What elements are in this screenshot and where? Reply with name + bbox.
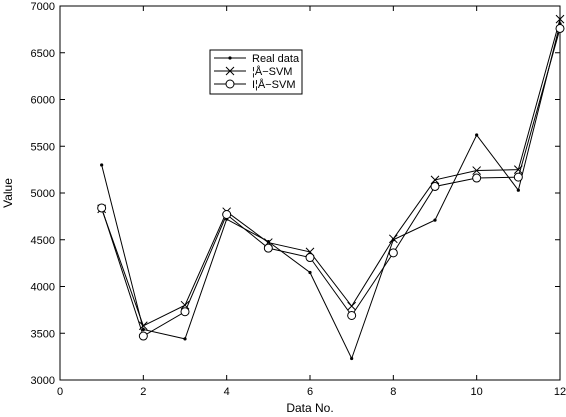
y-axis-title: Value [1, 178, 15, 208]
x-tick-label: 6 [307, 386, 313, 398]
data-point-ie-svm [263, 243, 273, 253]
data-point-ie-svm [180, 307, 190, 317]
data-point-real-data [141, 327, 145, 332]
x-tick-label: 2 [140, 386, 146, 398]
y-tick-label: 4000 [31, 282, 55, 294]
data-point-ie-svm [430, 181, 440, 191]
series-layer [97, 14, 565, 361]
data-point-e-svm [347, 301, 357, 311]
data-point-real-data [475, 133, 479, 137]
x-axis-title: Data No. [286, 401, 333, 415]
data-point-e-svm [180, 300, 190, 310]
legend-marker-real-data [228, 56, 232, 60]
data-point-ie-svm [138, 331, 148, 341]
data-point-real-data [350, 356, 354, 361]
x-tick-label: 0 [57, 386, 63, 398]
plot-frame [59, 5, 561, 381]
y-tick-label: 7000 [31, 1, 55, 13]
x-tick-label: 10 [471, 386, 483, 398]
data-point-ie-svm [388, 248, 398, 258]
data-point-ie-svm [222, 210, 232, 220]
y-tick-label: 6500 [31, 48, 55, 60]
legend-label-ie-svm: I¦Å−SVM [252, 78, 296, 91]
x-axis-ticks: 0 2 4 6 8 10 12 [57, 6, 566, 398]
data-point-ie-svm [305, 253, 315, 263]
data-point-ie-svm [472, 173, 482, 183]
data-point-real-data [433, 218, 437, 222]
series-line-2 [101, 28, 561, 337]
data-point-e-svm [555, 14, 565, 24]
y-tick-label: 5000 [31, 188, 55, 200]
series-line-1 [101, 18, 561, 327]
data-point-real-data [183, 337, 187, 341]
y-tick-label: 5500 [31, 141, 55, 153]
legend-label-real-data: Real data [252, 53, 300, 65]
data-point-e-svm [472, 166, 482, 175]
legend-label-e-svm: ¦Å−SVM [252, 65, 292, 78]
data-point-ie-svm [347, 310, 357, 320]
legend-marker-ie-svm [225, 79, 235, 89]
y-tick-label: 4500 [31, 235, 55, 247]
data-point-ie-svm [513, 172, 523, 182]
legend: Real data ¦Å−SVM I¦Å−SVM [209, 49, 303, 95]
y-tick-label: 6000 [31, 95, 55, 107]
legend-marker-e-svm [225, 66, 235, 76]
y-tick-label: 3000 [31, 375, 55, 387]
y-axis-ticks: 3000 3500 4000 4500 5000 5500 6000 6500 7000 [31, 1, 560, 387]
data-point-e-svm [430, 175, 440, 185]
data-point-ie-svm [97, 203, 107, 213]
data-point-real-data [100, 163, 104, 167]
series-line-0 [101, 23, 561, 360]
x-tick-label: 4 [224, 386, 230, 398]
y-tick-label: 3500 [31, 328, 55, 340]
x-tick-label: 12 [554, 386, 566, 398]
data-point-real-data [308, 270, 312, 275]
data-point-real-data [516, 188, 520, 192]
legend-box [209, 49, 303, 95]
data-point-e-svm [388, 234, 398, 244]
x-tick-label: 8 [390, 386, 396, 398]
data-point-ie-svm [555, 23, 565, 33]
